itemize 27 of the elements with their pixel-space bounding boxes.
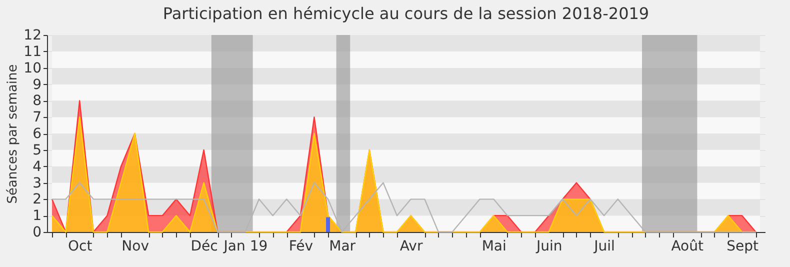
- y-tick-label: 6: [32, 126, 42, 142]
- x-tick-label: Juil: [593, 238, 615, 254]
- x-tick-label: Fév: [288, 238, 314, 254]
- y-tick-label: 10: [24, 60, 42, 76]
- x-tick-label: Sept: [726, 238, 759, 254]
- y-tick-label: 11: [24, 44, 42, 60]
- y-tick-label: 1: [32, 208, 42, 224]
- x-tick-label: Juin: [535, 238, 562, 254]
- y-axis-title: Séances par semaine: [6, 64, 21, 204]
- y-tick-label: 3: [32, 175, 42, 192]
- y-tick-label: 5: [32, 142, 42, 158]
- x-tick-label: Mar: [329, 238, 356, 254]
- x-tick-label: Oct: [68, 238, 93, 254]
- y-tick-label: 2: [32, 192, 42, 208]
- y-tick-label: 12: [24, 28, 42, 44]
- x-tick-label: Déc: [190, 238, 218, 254]
- chart-title: Participation en hémicycle au cours de la session 2018-2019: [162, 4, 650, 23]
- x-tick-label: Mai: [482, 238, 506, 254]
- x-tick-label: Août: [671, 238, 704, 254]
- x-tick-label: Nov: [122, 238, 149, 254]
- y-tick-label: 7: [32, 110, 42, 126]
- y-tick-label: 8: [32, 93, 42, 110]
- y-tick-label: 0: [32, 224, 42, 240]
- x-tick-label: Jan 19: [222, 238, 268, 254]
- y-tick-label: 9: [32, 76, 42, 93]
- y-tick-label: 4: [32, 158, 42, 175]
- x-tick-label: Avr: [400, 238, 423, 254]
